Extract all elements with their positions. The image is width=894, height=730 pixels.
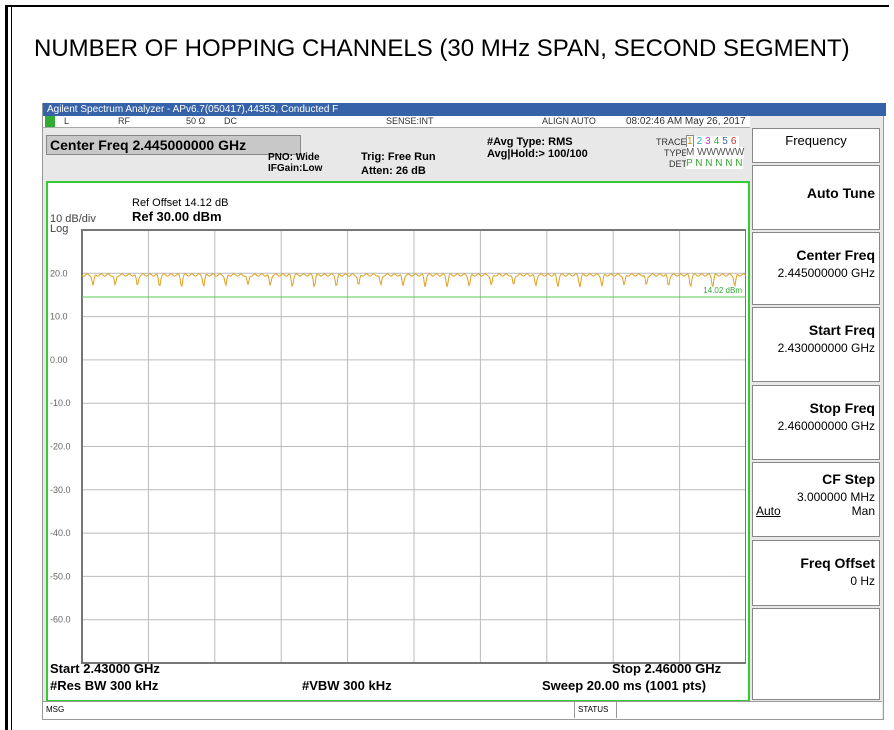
softkey[interactable]: Stop Freq 2.460000000 GHz [752, 385, 880, 460]
title: NUMBER OF HOPPING CHANNELS (30 MHz SPAN,… [34, 35, 850, 62]
rbw: #Res BW 300 kHz [50, 678, 159, 693]
det-label: DET [669, 159, 687, 169]
type-label: TYPE [664, 148, 688, 158]
center-freq-box: Center Freq 2.445000000 GHz [46, 135, 301, 155]
softkey-empty [752, 608, 880, 700]
y-label: 10.0 [50, 312, 68, 322]
status: STATUS [578, 705, 609, 714]
menu-title: Frequency [785, 133, 847, 148]
trace-label: TRACE [656, 137, 687, 147]
status-row [43, 116, 750, 128]
stop: Stop 2.46000 GHz [612, 661, 722, 676]
trace-number: 4 [713, 136, 720, 147]
softkey-label: CF Step [822, 471, 875, 487]
softkey-option: Auto [756, 504, 781, 518]
display-area [46, 181, 750, 702]
y-label: -40.0 [50, 528, 71, 538]
softkey[interactable]: Auto Tune [752, 165, 880, 230]
softkey-value: 3.000000 MHz [796, 490, 875, 504]
datetime: 08:02:46 AM May 26, 2017 [626, 116, 746, 127]
trace-number: 2 [696, 136, 703, 147]
dets: P N N N N N [686, 158, 743, 169]
window-title: Agilent Spectrum Analyzer - APv6.7(05041… [43, 103, 886, 116]
softkey-label: Stop Freq [809, 400, 875, 416]
vbw: #VBW 300 kHz [302, 678, 392, 693]
y-label: -50.0 [50, 571, 71, 581]
plot: 14.02 dBm 20.0 10.0 0.00 -10.0 -20.0 -30.0 -40… [50, 229, 746, 664]
start: Start 2.43000 GHz [50, 661, 160, 676]
trig: Trig: Free Run [361, 151, 436, 163]
softkey-label: Center Freq [796, 247, 875, 263]
status-item: RF [118, 116, 130, 126]
trace-number: 3 [705, 136, 711, 147]
softkey[interactable]: Start Freq 2.430000000 GHz [752, 307, 880, 382]
ref-level: Ref 30.00 dBm [132, 209, 222, 224]
y-label: -10.0 [50, 398, 71, 408]
status-item: ALIGN AUTO [542, 116, 596, 126]
y-label: -30.0 [50, 485, 71, 495]
ifgain: IFGain:Low [268, 163, 323, 174]
sep [574, 701, 575, 718]
plot-frame [81, 229, 746, 664]
softkey-value: 2.445000000 GHz [777, 266, 875, 280]
border-top [5, 5, 889, 7]
status-item: SENSE:INT [386, 116, 434, 126]
y-label: 20.0 [50, 268, 68, 278]
trace-number: 1 [686, 135, 694, 148]
trace-number: 6 [730, 136, 737, 147]
status-item: DC [224, 116, 237, 126]
border-left-inner [11, 5, 12, 730]
trace-number: 5 [722, 136, 728, 147]
softkey-value: 2.460000000 GHz [777, 419, 875, 433]
sep [616, 701, 617, 718]
atten: Atten: 26 dB [361, 165, 426, 177]
trace [81, 273, 746, 288]
softkey[interactable]: CF Step 3.000000 MHz Auto Man [752, 462, 880, 537]
status-icon [45, 116, 55, 127]
softkey-label: Auto Tune [806, 185, 875, 201]
avg-type: #Avg Type: RMS [487, 136, 573, 148]
softkey[interactable]: Freq Offset 0 Hz [752, 540, 880, 606]
msg: MSG [46, 705, 65, 714]
types: M WWWWW [686, 147, 745, 158]
pno: PNO: Wide [268, 152, 320, 163]
sweep: Sweep 20.00 ms (1001 pts) [542, 678, 707, 693]
softkey-label: Freq Offset [800, 555, 875, 571]
scale: 10 dB/div [50, 213, 96, 225]
softkey-label: Start Freq [808, 322, 875, 338]
status-item: 50 Ω [186, 116, 206, 126]
softkey[interactable]: Center Freq 2.445000000 GHz [752, 232, 880, 305]
ref-offset: Ref Offset 14.12 dB [132, 197, 229, 209]
y-label: -20.0 [50, 442, 71, 452]
y-label: -60.0 [50, 615, 71, 625]
message-bar [43, 701, 882, 719]
avg-hold: Avg|Hold:> 100/100 [487, 148, 588, 160]
status-item: L [64, 116, 70, 126]
softkey-value: 0 Hz [850, 574, 875, 588]
y-label: 0.00 [50, 355, 68, 365]
softkey-option: Man [851, 504, 875, 518]
softkey-value: 2.430000000 GHz [777, 341, 875, 355]
mode: Log [50, 223, 69, 235]
display-line-label: 14.02 dBm [703, 286, 742, 295]
border-left [5, 5, 8, 730]
softkey-menu: Frequency [752, 128, 880, 163]
